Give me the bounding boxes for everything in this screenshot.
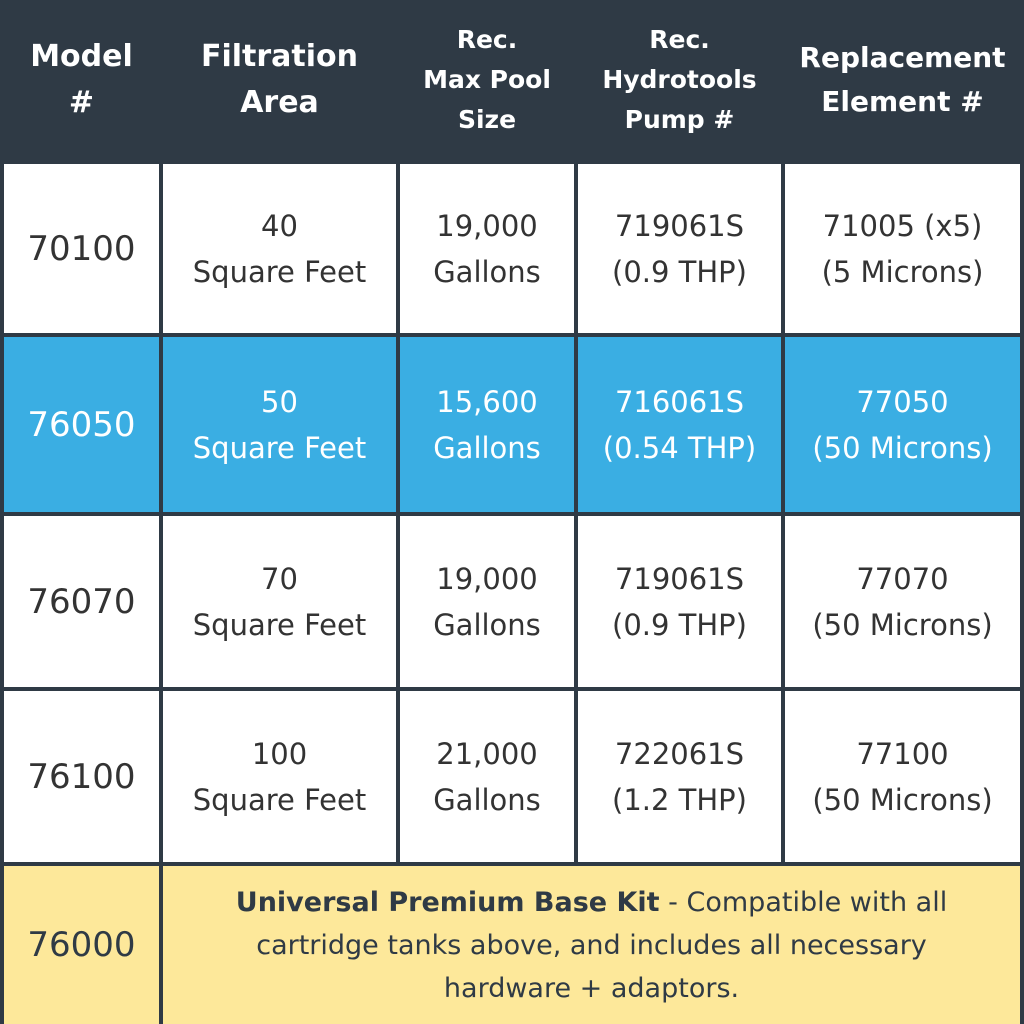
element-cell: 77070 (50 Microns) [785, 516, 1020, 687]
area-cell: 50 Square Feet [163, 337, 396, 512]
header-filtration-area: Filtration Area [163, 0, 396, 160]
header-model: Model # [4, 0, 159, 160]
kit-description-cell: Universal Premium Base Kit - Compatible … [163, 866, 1020, 1024]
pump-cell: 719061S (0.9 THP) [578, 164, 781, 333]
pump-cell: 722061S (1.2 THP) [578, 691, 781, 862]
model-cell: 70100 [4, 164, 159, 333]
element-cell: 71005 (x5) (5 Microns) [785, 164, 1020, 333]
pump-cell: 719061S (0.9 THP) [578, 516, 781, 687]
model-cell: 76100 [4, 691, 159, 862]
model-cell: 76050 [4, 337, 159, 512]
header-max-pool-size: Rec. Max Pool Size [400, 0, 574, 160]
pump-cell: 716061S (0.54 THP) [578, 337, 781, 512]
pool-size-cell: 19,000 Gallons [400, 516, 574, 687]
kit-description: - Compatible with all cartridge tanks ab… [256, 886, 948, 1004]
kit-title: Universal Premium Base Kit [235, 886, 660, 918]
header-pump: Rec. Hydrotools Pump # [578, 0, 781, 160]
area-cell: 100 Square Feet [163, 691, 396, 862]
pool-size-cell: 21,000 Gallons [400, 691, 574, 862]
model-cell: 76070 [4, 516, 159, 687]
kit-model-cell: 76000 [4, 866, 159, 1024]
element-cell: 77050 (50 Microns) [785, 337, 1020, 512]
element-cell: 77100 (50 Microns) [785, 691, 1020, 862]
pool-size-cell: 19,000 Gallons [400, 164, 574, 333]
header-replacement-element: Replacement Element # [785, 0, 1020, 160]
area-cell: 70 Square Feet [163, 516, 396, 687]
pool-size-cell: 15,600 Gallons [400, 337, 574, 512]
area-cell: 40 Square Feet [163, 164, 396, 333]
